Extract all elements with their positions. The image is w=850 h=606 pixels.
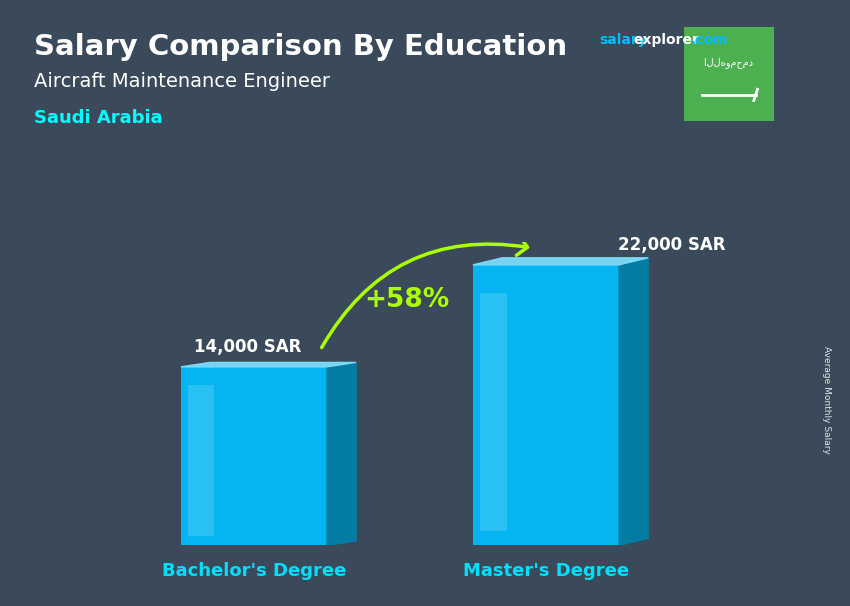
Polygon shape (619, 258, 649, 545)
Polygon shape (181, 362, 356, 367)
FancyArrowPatch shape (321, 236, 528, 348)
Text: explorer: explorer (633, 33, 699, 47)
Text: salary: salary (599, 33, 647, 47)
Text: 22,000 SAR: 22,000 SAR (618, 236, 726, 254)
Text: 14,000 SAR: 14,000 SAR (194, 338, 301, 356)
Text: .com: .com (691, 33, 728, 47)
Text: +58%: +58% (364, 287, 449, 313)
Text: Average Monthly Salary: Average Monthly Salary (822, 346, 830, 454)
Bar (480, 293, 507, 531)
Polygon shape (473, 258, 649, 265)
Text: الله‌ومحمد: الله‌ومحمد (705, 58, 753, 68)
Text: Saudi Arabia: Saudi Arabia (34, 109, 162, 127)
Bar (181, 367, 327, 545)
Text: Salary Comparison By Education: Salary Comparison By Education (34, 33, 567, 61)
Bar (188, 385, 214, 536)
Text: Aircraft Maintenance Engineer: Aircraft Maintenance Engineer (34, 72, 330, 90)
Bar (473, 265, 619, 545)
Polygon shape (327, 362, 356, 545)
